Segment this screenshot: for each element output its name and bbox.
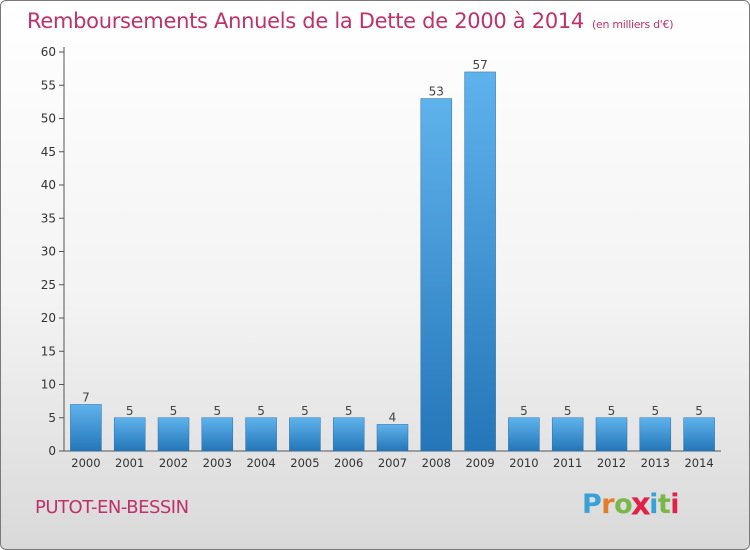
bar-2006 xyxy=(332,417,365,452)
x-tick-label: 2000 xyxy=(71,456,100,470)
logo-letter: o xyxy=(614,489,633,520)
data-label: 5 xyxy=(126,404,134,418)
data-label: 5 xyxy=(301,404,309,418)
bar-2002 xyxy=(157,417,190,452)
bar-2012 xyxy=(595,417,628,452)
bar-2000 xyxy=(70,404,102,452)
y-tick-label: 5 xyxy=(48,411,56,425)
bar-2008 xyxy=(420,98,453,452)
logo-letter: x xyxy=(630,486,651,523)
chart-subtitle: (en milliers d'€) xyxy=(592,18,674,31)
y-tick-label: 35 xyxy=(41,211,56,225)
x-tick-label: 2005 xyxy=(290,456,319,470)
data-label: 4 xyxy=(389,410,397,424)
data-label: 57 xyxy=(472,58,487,72)
chart-labels: 2000 7 2001 5 2002 5 2003 5 2004 5 2005 5 2006 5 2007 4… xyxy=(71,58,713,470)
y-tick-label: 15 xyxy=(41,344,56,358)
y-tick-label: 10 xyxy=(41,378,56,392)
x-tick-label: 2011 xyxy=(553,456,582,470)
data-label: 5 xyxy=(257,404,265,418)
data-label: 5 xyxy=(170,404,178,418)
data-label: 5 xyxy=(651,404,659,418)
data-label: 5 xyxy=(608,404,616,418)
logo-letter: t xyxy=(657,489,671,520)
x-tick-label: 2009 xyxy=(465,456,494,470)
bar-2001 xyxy=(113,417,146,452)
x-tick-label: 2006 xyxy=(334,456,363,470)
x-tick-label: 2013 xyxy=(641,456,670,470)
y-tick-label: 0 xyxy=(48,444,56,458)
x-tick-label: 2001 xyxy=(115,456,144,470)
bar-2010 xyxy=(508,417,540,452)
data-label: 7 xyxy=(82,390,90,404)
bar-2014 xyxy=(683,417,715,452)
x-tick-label: 2014 xyxy=(684,456,713,470)
bar-2007 xyxy=(376,424,409,452)
y-tick-label: 40 xyxy=(41,178,56,192)
proxiti-logo: Proxiti xyxy=(582,486,680,523)
data-label: 5 xyxy=(695,404,703,418)
y-tick-label: 20 xyxy=(41,311,56,325)
y-tick-label: 55 xyxy=(41,78,56,92)
bar-2003 xyxy=(201,417,234,452)
data-label: 5 xyxy=(213,404,221,418)
y-tick-label: 25 xyxy=(41,278,56,292)
bar-2011 xyxy=(551,417,584,452)
chart-title: Remboursements Annuels de la Dette de 20… xyxy=(27,9,673,33)
x-tick-label: 2007 xyxy=(378,456,407,470)
logo-letter: i xyxy=(649,489,658,520)
chart-title-text: Remboursements Annuels de la Dette de 20… xyxy=(27,9,584,33)
logo-letter: P xyxy=(582,489,602,520)
bar-2009 xyxy=(464,71,496,452)
x-tick-label: 2002 xyxy=(159,456,188,470)
x-tick-label: 2008 xyxy=(422,456,451,470)
x-tick-label: 2003 xyxy=(203,456,232,470)
bar-2005 xyxy=(289,417,321,452)
bar-2013 xyxy=(639,417,672,452)
chart-bars xyxy=(70,71,715,452)
logo-letter: i xyxy=(670,489,680,520)
data-label: 5 xyxy=(520,404,528,418)
data-label: 53 xyxy=(429,85,444,99)
bar-2004 xyxy=(245,417,277,452)
data-label: 5 xyxy=(564,404,572,418)
x-tick-label: 2010 xyxy=(509,456,538,470)
logo-letter: r xyxy=(601,489,615,520)
y-tick-label: 50 xyxy=(41,112,56,126)
y-tick-label: 45 xyxy=(41,145,56,159)
data-label: 5 xyxy=(345,404,353,418)
y-tick-label: 30 xyxy=(41,245,56,259)
x-tick-label: 2012 xyxy=(597,456,626,470)
y-tick-label: 60 xyxy=(41,45,56,59)
x-tick-label: 2004 xyxy=(246,456,275,470)
commune-name: PUTOT-EN-BESSIN xyxy=(35,497,189,518)
